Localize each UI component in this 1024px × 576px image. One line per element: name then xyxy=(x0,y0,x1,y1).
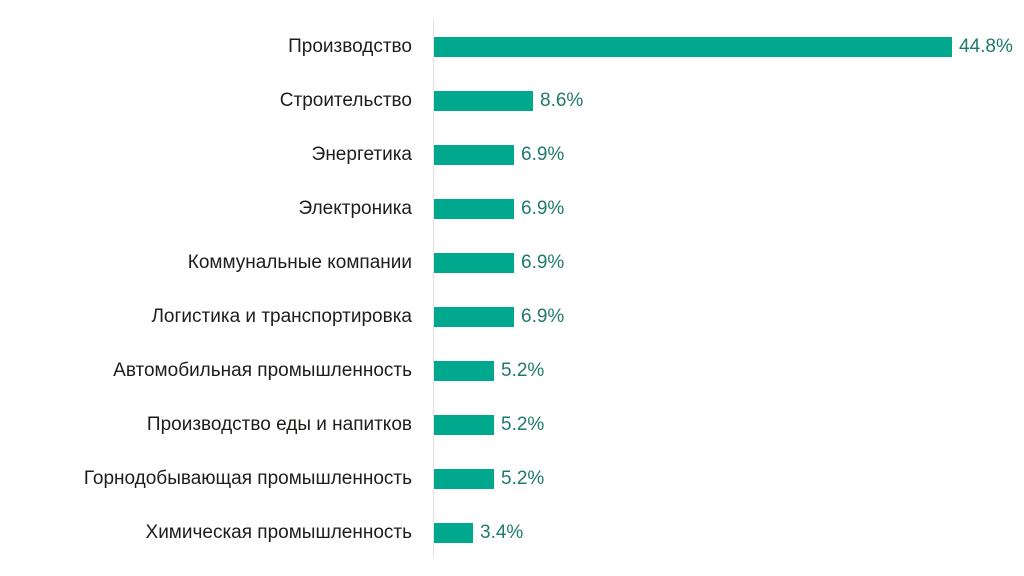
value-label: 6.9% xyxy=(521,144,565,165)
bar xyxy=(434,307,514,327)
bar xyxy=(434,253,514,273)
category-label: Строительство xyxy=(279,90,412,111)
value-label: 5.2% xyxy=(501,414,545,435)
category-label: Производство xyxy=(288,36,412,57)
value-label: 5.2% xyxy=(501,468,545,489)
value-label: 44.8% xyxy=(959,36,1013,57)
category-label: Производство еды и напитков xyxy=(146,414,412,435)
category-label: Логистика и транспортировка xyxy=(151,306,412,327)
bar xyxy=(434,91,533,111)
category-label: Энергетика xyxy=(311,144,412,165)
bar-row: Химическая промышленность 3.4% xyxy=(0,522,1024,543)
value-label: 3.4% xyxy=(480,522,524,543)
bar xyxy=(434,199,514,219)
bar-row: Энергетика 6.9% xyxy=(0,144,1024,165)
category-label: Горнодобывающая промышленность xyxy=(83,468,412,489)
bar-row: Коммунальные компании 6.9% xyxy=(0,252,1024,273)
category-label: Электроника xyxy=(298,198,412,219)
category-label: Химическая промышленность xyxy=(145,522,412,543)
bar-row: Электроника 6.9% xyxy=(0,198,1024,219)
bar-row: Производство 44.8% xyxy=(0,36,1024,57)
category-label: Коммунальные компании xyxy=(187,252,412,273)
value-label: 8.6% xyxy=(540,90,584,111)
bar-row: Строительство 8.6% xyxy=(0,90,1024,111)
y-axis-line xyxy=(433,20,434,558)
bar xyxy=(434,415,494,435)
bar xyxy=(434,469,494,489)
bar xyxy=(434,37,952,57)
value-label: 6.9% xyxy=(521,198,565,219)
value-label: 5.2% xyxy=(501,360,545,381)
value-label: 6.9% xyxy=(521,252,565,273)
bar xyxy=(434,361,494,381)
bar-row: Логистика и транспортировка 6.9% xyxy=(0,306,1024,327)
bar xyxy=(434,523,473,543)
bar-row: Производство еды и напитков 5.2% xyxy=(0,414,1024,435)
value-label: 6.9% xyxy=(521,306,565,327)
bar-row: Автомобильная промышленность 5.2% xyxy=(0,360,1024,381)
category-label: Автомобильная промышленность xyxy=(113,360,412,381)
bar-row: Горнодобывающая промышленность 5.2% xyxy=(0,468,1024,489)
bar xyxy=(434,145,514,165)
